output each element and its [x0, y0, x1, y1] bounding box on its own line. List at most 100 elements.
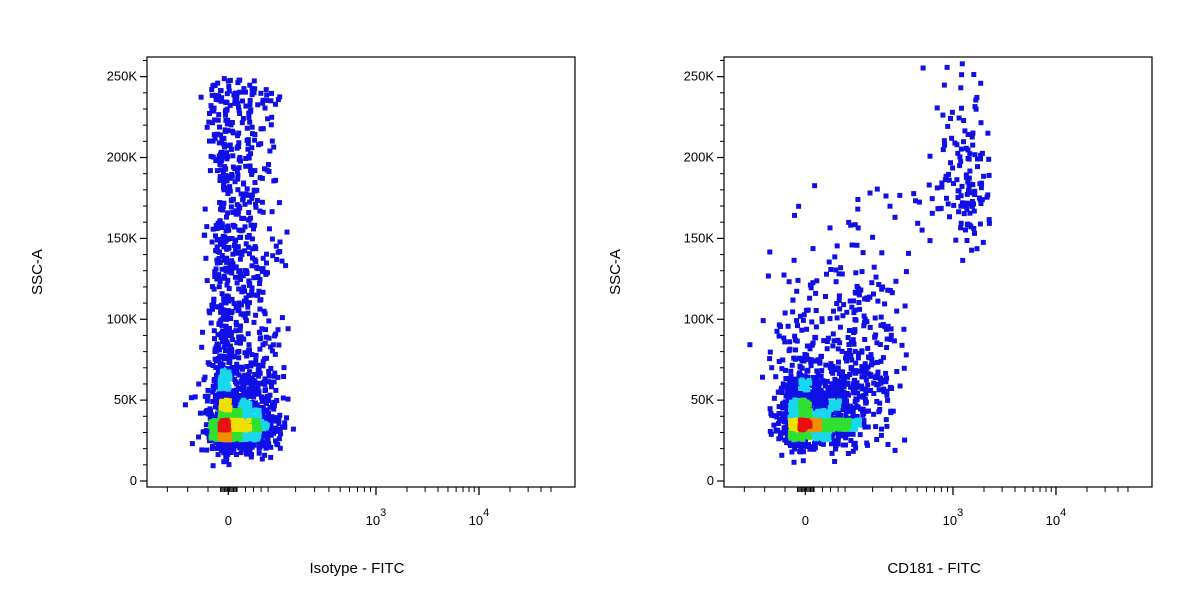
y-tick-label: 0: [707, 473, 714, 488]
event-point: [239, 120, 245, 126]
event-point: [965, 179, 971, 185]
event-point: [262, 166, 267, 172]
event-point: [926, 182, 932, 188]
event-point: [240, 415, 246, 421]
event-point: [243, 241, 249, 247]
event-point: [843, 350, 849, 356]
event-point: [223, 128, 229, 134]
event-point: [813, 290, 819, 296]
event-point: [231, 403, 237, 409]
event-point: [799, 424, 804, 430]
event-point: [275, 327, 281, 333]
event-point: [956, 188, 962, 194]
event-point: [854, 397, 860, 403]
event-point: [964, 238, 970, 243]
event-point: [222, 369, 228, 375]
event-point: [897, 383, 903, 389]
event-point: [855, 225, 861, 231]
event-point: [256, 266, 262, 272]
event-point: [273, 418, 279, 424]
event-point: [205, 387, 211, 393]
event-point: [225, 391, 231, 397]
event-point: [973, 97, 979, 103]
event-point: [833, 267, 839, 273]
event-point: [859, 383, 865, 389]
event-point: [245, 146, 251, 152]
event-point: [884, 392, 890, 398]
event-point: [836, 297, 842, 303]
event-point: [855, 350, 861, 356]
event-point: [871, 391, 877, 396]
event-point: [262, 452, 268, 458]
event-point: [830, 343, 836, 349]
event-point: [212, 83, 218, 88]
event-point: [788, 435, 794, 441]
event-point: [841, 422, 847, 428]
event-point: [847, 372, 853, 377]
event-point: [249, 289, 255, 295]
event-point: [969, 134, 975, 140]
event-point: [867, 373, 873, 379]
event-point: [885, 442, 891, 447]
event-point: [783, 424, 789, 430]
event-point: [196, 381, 202, 387]
event-point: [210, 363, 216, 368]
event-point: [815, 415, 821, 421]
event-point: [263, 327, 268, 333]
event-point: [802, 431, 808, 437]
event-point: [835, 393, 841, 399]
event-point: [821, 408, 827, 413]
event-point: [872, 375, 878, 380]
event-point: [224, 121, 230, 127]
event-point: [864, 364, 870, 370]
event-point: [801, 449, 806, 455]
event-point: [978, 80, 984, 86]
event-point: [236, 203, 242, 209]
event-point: [834, 367, 840, 373]
event-point: [215, 405, 221, 411]
event-point: [834, 243, 840, 249]
event-point: [840, 313, 846, 319]
event-point: [208, 103, 214, 109]
event-point: [209, 106, 215, 112]
event-point: [226, 286, 232, 292]
event-point: [945, 201, 951, 207]
event-point: [843, 412, 849, 418]
event-point: [234, 304, 240, 310]
event-point: [256, 380, 262, 386]
event-point: [792, 442, 797, 448]
event-point: [263, 400, 269, 406]
event-point: [830, 386, 836, 392]
event-point: [855, 286, 861, 291]
event-point: [848, 438, 854, 443]
event-point: [234, 250, 239, 256]
event-point: [241, 390, 247, 396]
event-point: [839, 348, 845, 354]
event-point: [788, 383, 794, 389]
event-point: [785, 391, 790, 397]
event-point: [217, 200, 223, 205]
event-point: [980, 239, 986, 245]
event-point: [859, 364, 865, 370]
event-point: [793, 390, 799, 396]
event-point: [225, 423, 231, 429]
event-point: [220, 170, 226, 176]
event-point: [246, 389, 252, 395]
event-point: [813, 393, 819, 398]
event-point: [241, 311, 247, 317]
event-point: [880, 322, 886, 327]
event-point: [862, 296, 868, 302]
event-point: [262, 407, 268, 413]
event-point: [862, 424, 868, 430]
event-point: [260, 429, 266, 435]
event-point: [252, 244, 258, 250]
event-point: [778, 385, 784, 391]
event-point: [863, 377, 869, 383]
event-point: [785, 410, 791, 415]
event-point: [257, 346, 263, 352]
event-point: [266, 373, 272, 379]
event-point: [240, 273, 246, 279]
event-point: [807, 282, 813, 288]
event-point: [219, 137, 225, 143]
event-point: [939, 184, 945, 190]
